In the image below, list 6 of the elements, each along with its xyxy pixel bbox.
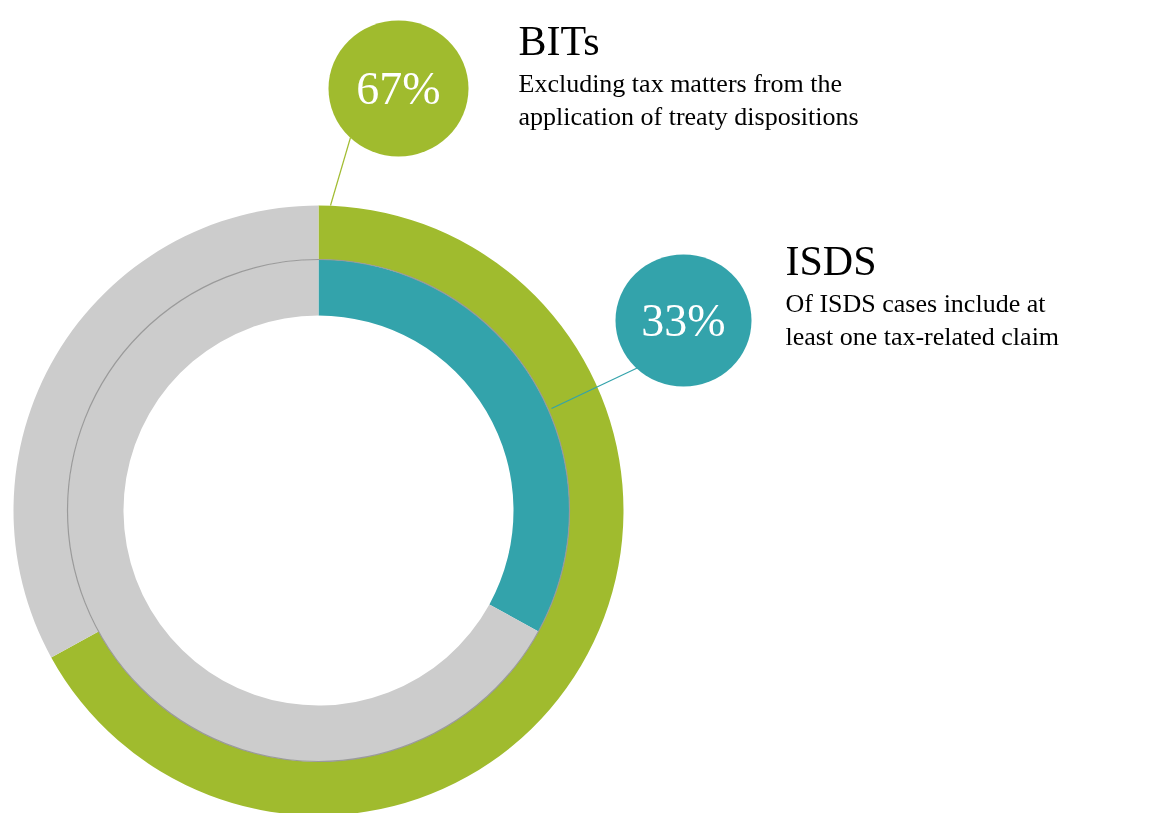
slice-label: BITs — [518, 17, 600, 64]
data-label: 67% — [356, 63, 441, 114]
data-label: 33% — [641, 295, 726, 346]
text: Excluding tax matters from the application of treaty dispositions — [518, 68, 859, 131]
slice-label: ISDS — [785, 237, 877, 284]
text: Of ISDS cases include at least one tax-related claim — [785, 288, 1060, 351]
